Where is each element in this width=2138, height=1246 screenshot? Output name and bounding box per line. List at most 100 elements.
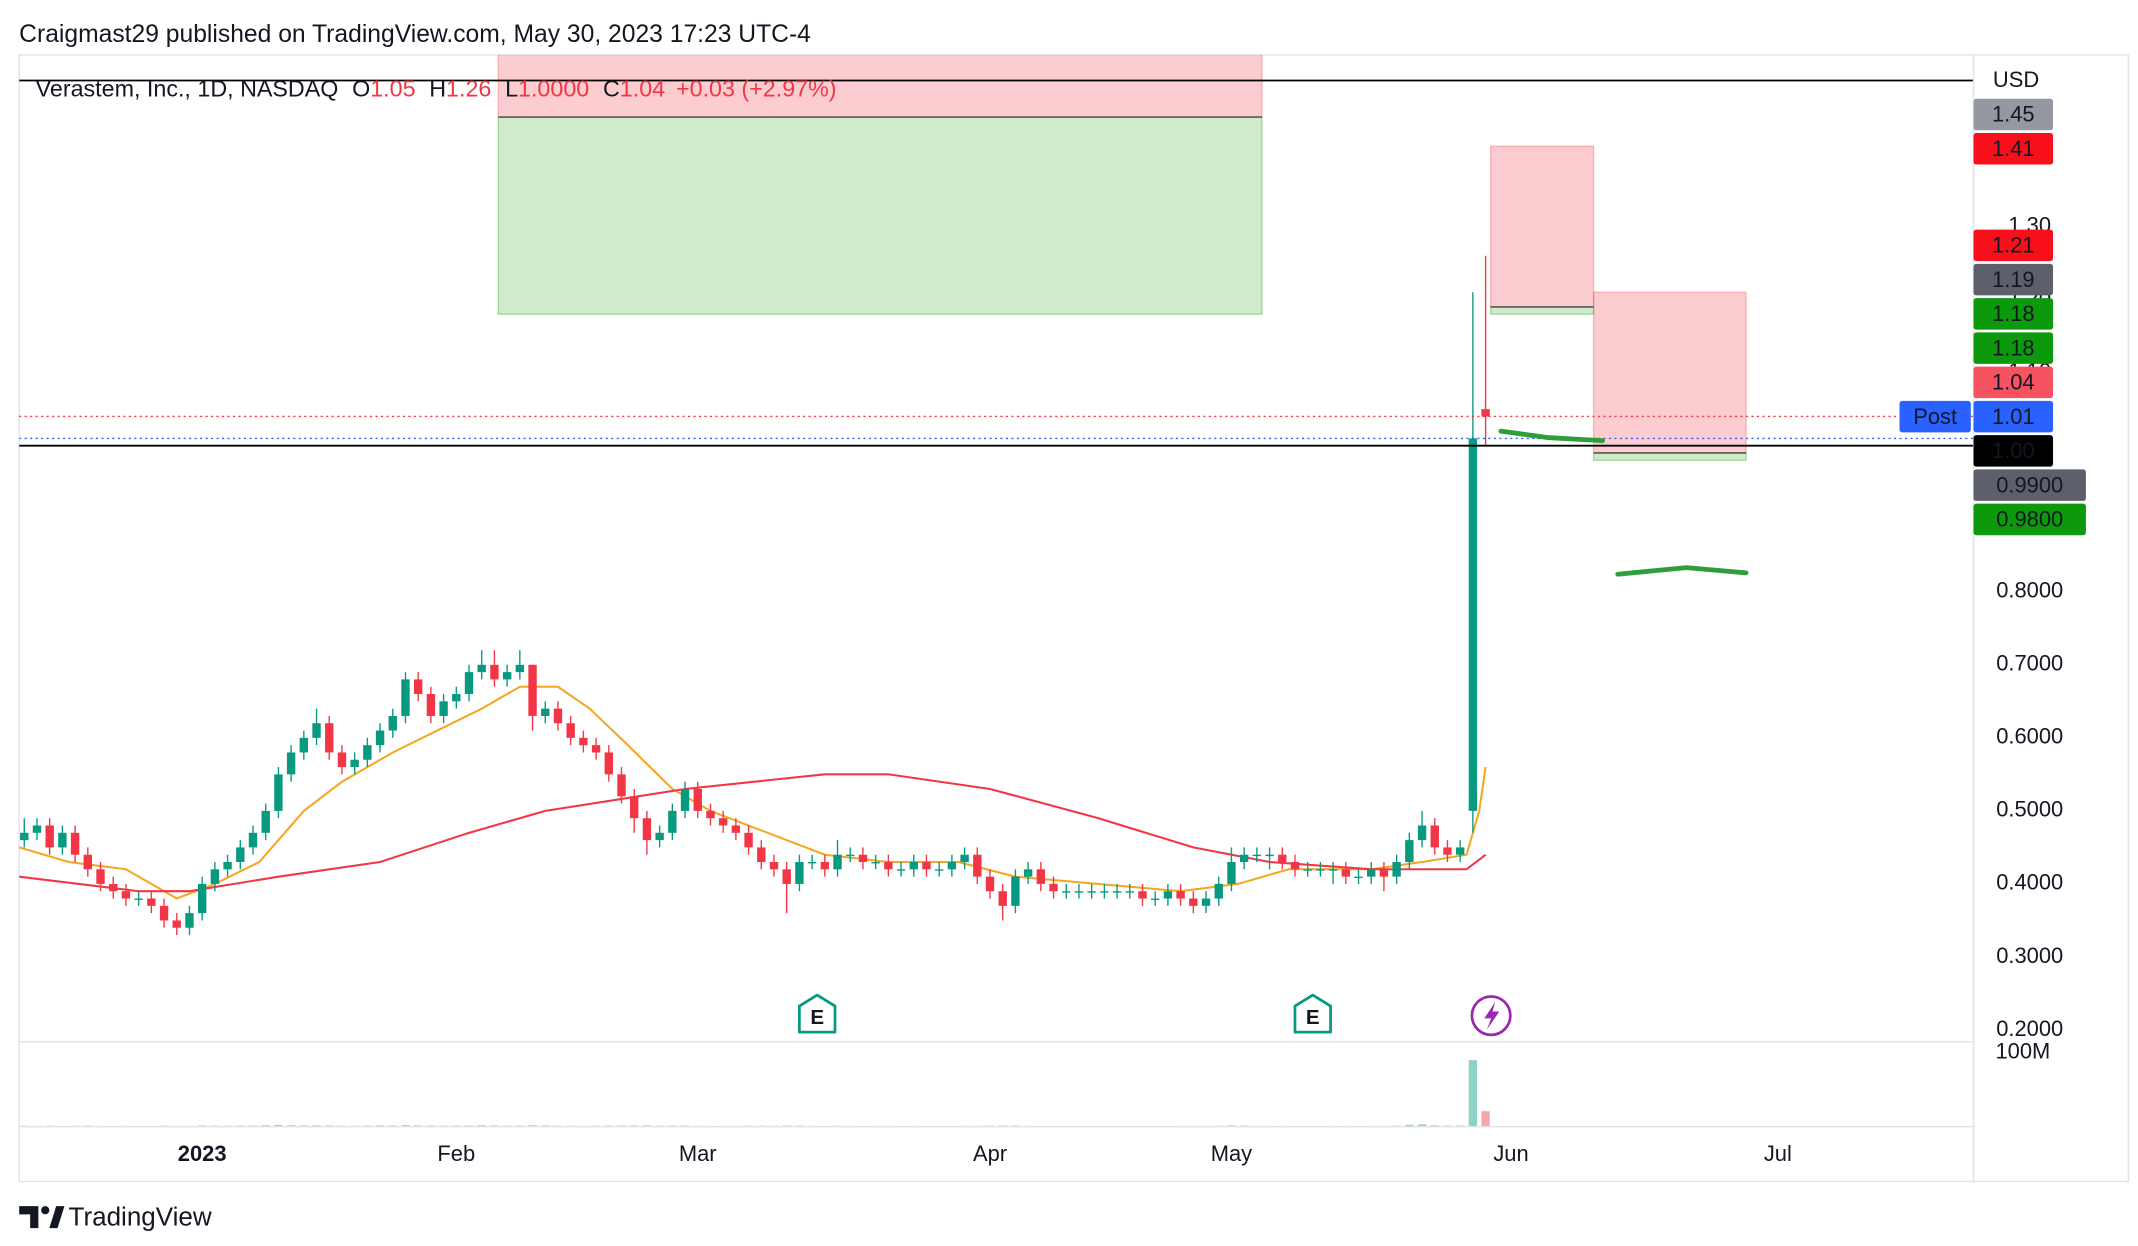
y-tick-label: 0.4000 <box>1996 870 2063 895</box>
candle-body <box>807 862 817 864</box>
y-tick-label: 0.6000 <box>1996 724 2063 749</box>
candle-body <box>630 796 639 819</box>
candle-body <box>1239 854 1249 863</box>
post-badge-label: Post <box>1913 404 1957 429</box>
earnings-icon <box>798 993 837 1034</box>
y-tick-label: 0.2000 <box>1996 1016 2063 1041</box>
candle-body <box>236 847 245 863</box>
candle-body <box>147 898 156 906</box>
volume-bar <box>1405 1124 1414 1127</box>
candle-body <box>1100 891 1109 893</box>
candle-body <box>452 694 461 702</box>
candle-body <box>248 832 258 848</box>
candle-body <box>846 854 855 857</box>
candle-body <box>947 862 957 870</box>
y-tick-label: 0.7000 <box>1996 651 2063 676</box>
candle-body <box>325 723 334 753</box>
candle-body <box>1163 891 1173 899</box>
candle-body <box>388 715 397 731</box>
candle-body <box>1392 862 1401 877</box>
candle-body <box>197 883 207 914</box>
candle-body <box>1468 438 1478 811</box>
candle-body <box>693 788 702 811</box>
price-badge <box>1973 229 2054 262</box>
brush-stroke <box>1615 565 1749 577</box>
price-badge <box>1973 366 2054 399</box>
price-badge-label: 1.18 <box>1992 335 2035 360</box>
candle-body <box>502 672 512 680</box>
candle-body <box>1341 869 1351 877</box>
price-badge-label: 1.00 <box>1992 438 2035 463</box>
candle-body <box>1354 876 1363 878</box>
candle-body <box>96 869 105 884</box>
y-tick-label: 0.8000 <box>1996 578 2063 603</box>
candle-body <box>1112 891 1122 893</box>
candle-body <box>312 723 321 738</box>
price-badge <box>1973 435 2054 467</box>
candle-body <box>1328 869 1338 871</box>
candle-body <box>820 862 830 870</box>
candle-body <box>934 869 944 871</box>
target-zone <box>1592 452 1747 461</box>
legend-value: 1.05 <box>370 76 415 102</box>
price-badge-label: 1.41 <box>1992 136 2035 161</box>
x-tick-label: 2023 <box>178 1141 227 1166</box>
candle-body <box>680 788 690 811</box>
legend-title: Verastem, Inc., 1D, NASDAQ <box>36 76 339 102</box>
candle-body <box>401 679 410 716</box>
candle-body <box>261 810 270 833</box>
candle-body <box>426 694 436 716</box>
candle-body <box>286 752 296 775</box>
legend-value: 1.04 <box>620 76 665 102</box>
price-badge-label: 1.18 <box>1992 301 2035 326</box>
x-tick-label: May <box>1211 1141 1252 1166</box>
post-badge <box>1899 400 1971 433</box>
price-badge-label: 1.04 <box>1992 370 2035 395</box>
price-badge-label: 1.01 <box>1992 404 2035 429</box>
drawings <box>497 54 1747 461</box>
candle-body <box>1189 898 1198 906</box>
candle-body <box>45 825 54 848</box>
volume-bar <box>1481 1111 1490 1127</box>
candle-body <box>591 745 601 753</box>
stop-zone <box>1592 291 1747 454</box>
legend-key: C <box>603 76 620 102</box>
x-tick-label: Jun <box>1493 1141 1528 1166</box>
candle-body <box>350 759 359 768</box>
candle-body <box>1443 847 1452 855</box>
price-badge <box>1973 263 2054 296</box>
candle-body <box>134 898 143 900</box>
candle-body <box>375 730 385 746</box>
candle-body <box>769 862 779 870</box>
candle-body <box>744 832 753 848</box>
price-badge-label: 1.19 <box>1992 267 2035 292</box>
candle-body <box>998 891 1007 906</box>
earnings-icon <box>1293 993 1332 1034</box>
candle-body <box>1201 898 1211 906</box>
candle-body <box>1367 869 1376 877</box>
candle-body <box>1011 876 1020 906</box>
volume-bar <box>401 1125 410 1127</box>
candle-body <box>515 664 525 673</box>
price-badge-label: 1.21 <box>1992 233 2035 258</box>
candle-body <box>83 854 92 870</box>
candle-body <box>185 913 194 928</box>
candle-body <box>363 745 372 760</box>
price-badge-label: 1.45 <box>1992 102 2035 127</box>
legend: Verastem, Inc., 1D, NASDAQ O1.05 H1.26 L1.0… <box>36 76 837 102</box>
candle-body <box>210 869 220 884</box>
moving-average <box>19 685 1487 900</box>
earnings-label: E <box>810 1006 824 1029</box>
candle-body <box>70 832 80 855</box>
volume-bar <box>1417 1124 1427 1127</box>
volume-tick-label: 100M <box>1995 1039 2050 1064</box>
moving-average <box>19 773 1487 893</box>
candle-body <box>782 869 791 884</box>
candle-body <box>871 862 880 864</box>
candle-body <box>1125 891 1134 893</box>
currency: USD <box>1993 67 2039 92</box>
candle-body <box>299 737 309 753</box>
candle-body <box>1176 891 1185 899</box>
candle-body <box>922 862 931 870</box>
